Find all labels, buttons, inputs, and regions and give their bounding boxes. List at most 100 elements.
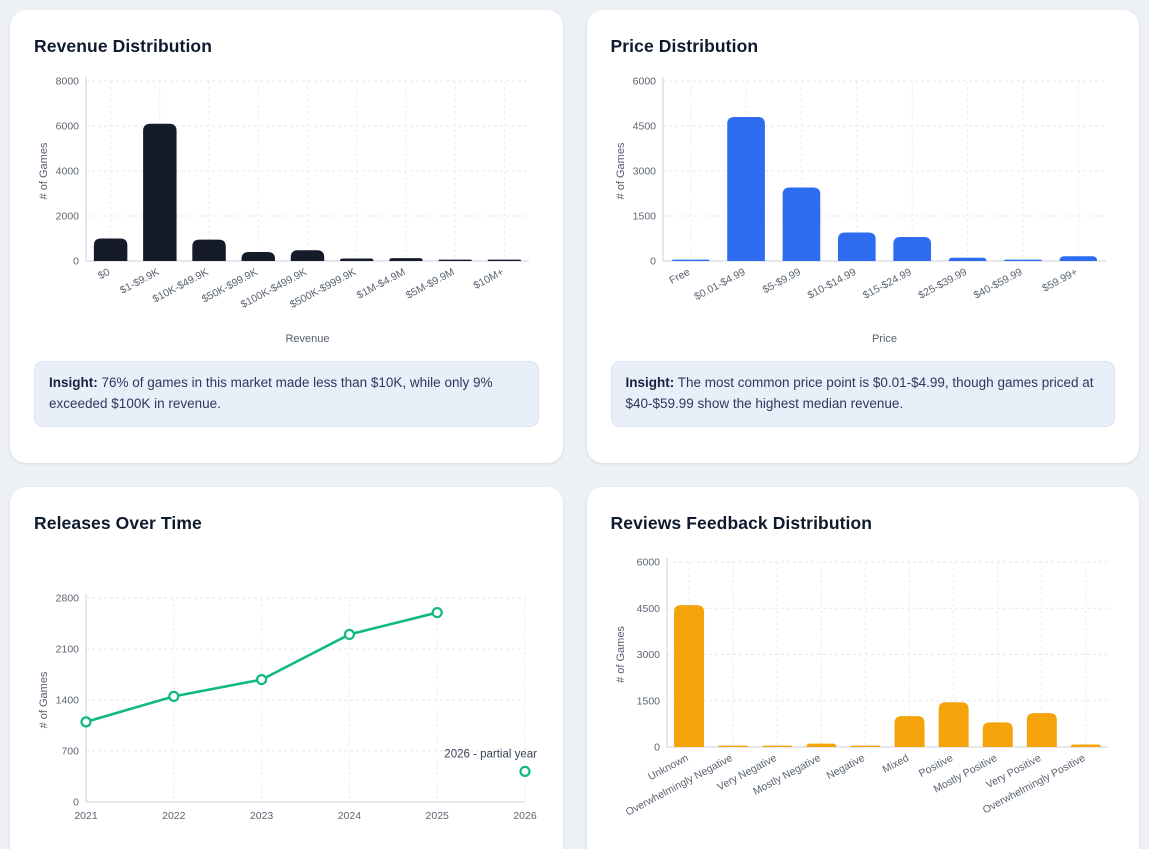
insight-text: The most common price point is $0.01-$4.… [625,375,1094,411]
x-tick-label: Mixed [880,752,911,776]
y-tick-label: 0 [650,256,656,268]
cards-grid: Revenue Distribution 0 2000 4000 6000 8000 $0… [10,10,1139,849]
reviews-feedback-chart: 0 1500 3000 4500 6000 Unknown Overwhelmingly N… [611,548,1116,843]
y-tick-label: 4500 [636,603,660,615]
bar [726,117,765,261]
x-tick-label: 2026 [513,810,537,822]
bar [1003,259,1042,261]
bar [143,123,177,261]
bar [339,258,374,261]
y-tick-label: 3000 [632,166,656,178]
line-point [519,765,531,777]
bar [1026,713,1057,747]
y-axis-title: # of Games [38,142,50,199]
x-tick-label: $40-$59.99 [971,266,1024,302]
y-tick-label: 3000 [636,649,660,661]
line-point [168,690,180,702]
y-tick-label: 4500 [632,121,656,133]
x-tick-label: $0 [96,266,112,282]
bar [290,250,325,261]
x-tick-label: $5M-$9.9M [404,266,457,302]
bar [673,605,704,747]
y-axis-title: # of Games [38,671,50,728]
bar [717,745,748,747]
y-tick-label: 1500 [636,695,660,707]
y-tick-label: 0 [654,742,660,754]
insight-label: Insight: [625,375,675,390]
insight-label: Insight: [49,375,98,390]
bar [892,237,931,261]
bar [93,238,128,261]
y-tick-label: 1400 [56,695,80,707]
x-tick-label: 2022 [162,810,186,822]
bar [837,232,876,261]
card-revenue-distribution: Revenue Distribution 0 2000 4000 6000 8000 $0… [10,10,563,463]
bar [192,239,226,261]
price-distribution-title: Price Distribution [610,36,759,56]
x-tick-label: $5-$9.99 [760,266,802,296]
y-tick-label: 6000 [636,557,660,569]
x-tick-label: $15-$24.99 [861,266,914,302]
bar-chart-svg: 0 1500 3000 4500 6000 Free $0.01-$4.99 $5-$9.99… [615,76,1106,345]
bar [1070,744,1101,747]
y-tick-label: 1500 [632,211,656,223]
bar [948,257,986,261]
releases-over-time-chart: 0 700 1400 2100 2800 2021 2022 2023 2024 2025 2026… [34,568,539,830]
y-tick-label: 0 [73,797,79,809]
y-tick-label: 0 [73,256,79,268]
bar [894,716,925,747]
card-reviews-feedback-distribution: Reviews Feedback Distribution 0 1500 3000 4… [586,487,1139,849]
bar [241,252,276,261]
price-distribution-chart: 0 1500 3000 4500 6000 Free $0.01-$4.99 $5-$9.99… [611,71,1116,347]
x-tick-label: $0.01-$4.99 [692,266,747,303]
bar [487,259,522,261]
bar [438,259,472,261]
reviews-feedback-title: Reviews Feedback Distribution [610,513,873,533]
y-tick-label: 4000 [56,166,80,178]
line-point [343,628,355,641]
x-tick-label: $1M-$4.9M [355,266,408,302]
x-tick-label: 2024 [338,810,362,822]
x-tick-label: $10-$14.99 [805,266,858,302]
chart-annotation: 2026 - partial year [444,748,537,760]
bar [938,702,969,747]
revenue-distribution-chart: 0 2000 4000 6000 8000 $0 $1-$9.9K $10K-$49.9K $5… [34,71,539,347]
x-tick-label: 2023 [250,810,274,822]
bar [849,745,880,747]
y-tick-label: 2000 [56,211,80,223]
insight-text: 76% of games in this market made less th… [49,375,493,411]
revenue-insight-box: Insight: 76% of games in this market mad… [34,361,539,427]
x-tick-label: 2025 [426,810,450,822]
bar [389,258,423,261]
x-axis-title: Price [871,333,896,345]
releases-over-time-title: Releases Over Time [34,513,202,533]
line-point [431,606,443,619]
x-tick-label: $10M+ [472,266,506,292]
bar [671,259,710,261]
x-tick-label: 2021 [74,810,98,822]
y-tick-label: 700 [61,746,79,758]
x-tick-label: $25-$39.99 [916,266,969,302]
y-tick-label: 2100 [56,644,80,656]
y-axis-title: # of Games [615,142,627,199]
bar [1058,256,1097,261]
line-point [256,673,268,686]
line-point [80,716,92,728]
line-chart-svg: 0 700 1400 2100 2800 2021 2022 2023 2024 2025 2026… [38,593,537,823]
y-axis-title: # of Games [615,626,627,683]
bar [782,187,820,261]
y-tick-label: 8000 [56,76,80,88]
bar [805,743,836,747]
y-tick-label: 6000 [632,76,656,88]
price-insight-box: Insight: The most common price point is … [610,361,1115,427]
y-tick-label: 6000 [56,121,80,133]
x-tick-label: $59.99+ [1040,266,1079,295]
y-tick-label: 2800 [56,593,80,605]
x-tick-label: Free [667,266,692,287]
card-price-distribution: Price Distribution 0 1500 3000 4500 6000 Free… [586,10,1139,463]
x-tick-label: Negative [824,752,866,782]
bar [761,745,792,747]
